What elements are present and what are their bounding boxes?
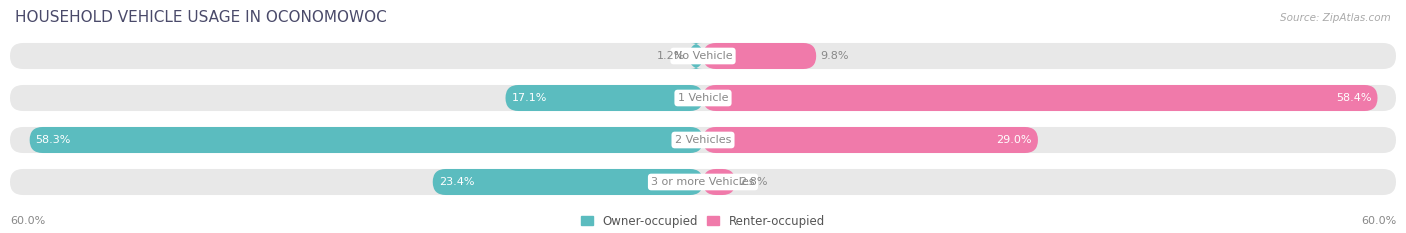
Text: 2 Vehicles: 2 Vehicles	[675, 135, 731, 145]
Text: 1.2%: 1.2%	[657, 51, 685, 61]
Text: 2.8%: 2.8%	[740, 177, 768, 187]
Text: 58.3%: 58.3%	[35, 135, 72, 145]
Text: 60.0%: 60.0%	[1361, 216, 1396, 226]
Text: 58.4%: 58.4%	[1336, 93, 1371, 103]
FancyBboxPatch shape	[703, 169, 735, 195]
FancyBboxPatch shape	[10, 85, 1396, 111]
Text: No Vehicle: No Vehicle	[673, 51, 733, 61]
FancyBboxPatch shape	[10, 127, 1396, 153]
Text: 17.1%: 17.1%	[512, 93, 547, 103]
Text: 23.4%: 23.4%	[439, 177, 474, 187]
FancyBboxPatch shape	[30, 127, 703, 153]
Text: Source: ZipAtlas.com: Source: ZipAtlas.com	[1281, 13, 1391, 23]
Text: 1 Vehicle: 1 Vehicle	[678, 93, 728, 103]
FancyBboxPatch shape	[689, 43, 703, 69]
FancyBboxPatch shape	[433, 169, 703, 195]
FancyBboxPatch shape	[703, 127, 1038, 153]
FancyBboxPatch shape	[10, 43, 1396, 69]
Text: 3 or more Vehicles: 3 or more Vehicles	[651, 177, 755, 187]
FancyBboxPatch shape	[506, 85, 703, 111]
Text: 9.8%: 9.8%	[820, 51, 849, 61]
Text: 29.0%: 29.0%	[997, 135, 1032, 145]
Text: 60.0%: 60.0%	[10, 216, 45, 226]
FancyBboxPatch shape	[703, 85, 1378, 111]
Text: HOUSEHOLD VEHICLE USAGE IN OCONOMOWOC: HOUSEHOLD VEHICLE USAGE IN OCONOMOWOC	[15, 10, 387, 25]
Legend: Owner-occupied, Renter-occupied: Owner-occupied, Renter-occupied	[576, 210, 830, 232]
FancyBboxPatch shape	[10, 169, 1396, 195]
FancyBboxPatch shape	[703, 43, 817, 69]
